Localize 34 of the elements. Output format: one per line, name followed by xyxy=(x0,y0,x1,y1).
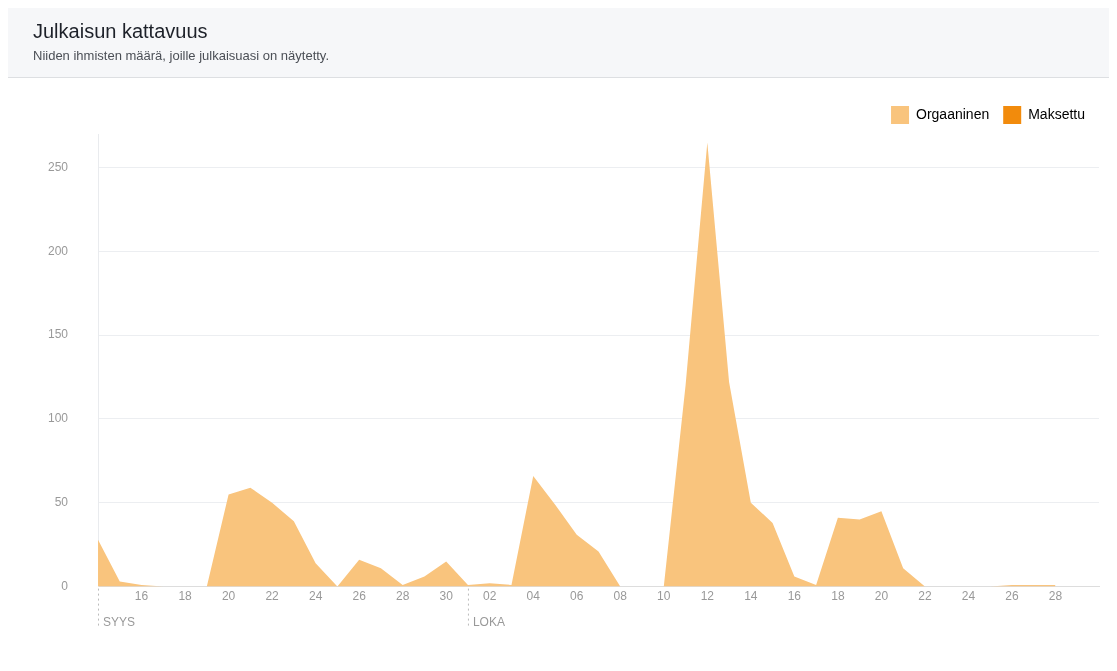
x-tick-label: 24 xyxy=(961,589,976,604)
x-tick-label: 18 xyxy=(178,589,193,604)
x-tick-label: 16 xyxy=(787,589,802,604)
x-tick-label: 18 xyxy=(831,589,845,604)
x-tick-label: 12 xyxy=(700,589,715,604)
x-tick-label: 06 xyxy=(570,589,584,604)
legend-label: Maksettu xyxy=(1028,105,1086,122)
x-tick-label: 08 xyxy=(613,589,628,604)
x-tick-label: 20 xyxy=(221,589,236,604)
y-tick-label: 150 xyxy=(47,327,69,342)
chart-title: Julkaisun kattavuus xyxy=(33,20,209,43)
x-tick-label: 26 xyxy=(352,589,367,604)
x-tick-label: 24 xyxy=(308,589,323,604)
y-tick-label: 100 xyxy=(47,411,69,426)
x-tick-label: 14 xyxy=(744,589,758,604)
x-tick-label: 16 xyxy=(134,589,149,604)
x-tick-label: 26 xyxy=(1005,589,1019,604)
x-tick-label: 22 xyxy=(918,589,932,604)
ref-line-label: LOKA xyxy=(472,614,505,629)
x-tick-label: 02 xyxy=(483,589,497,604)
x-tick-label: 04 xyxy=(526,589,541,604)
y-tick-label: 250 xyxy=(47,159,69,174)
x-tick-label: 28 xyxy=(395,589,410,604)
x-tick-label: 30 xyxy=(439,589,454,604)
x-tick-label: 20 xyxy=(874,589,889,604)
chart-subtitle: Niiden ihmisten määrä, joille julkaisuasi on näytetty. xyxy=(33,48,330,63)
y-tick-label: 200 xyxy=(47,243,69,258)
x-tick-label: 10 xyxy=(657,589,671,604)
x-tick-label: 22 xyxy=(265,589,280,604)
y-tick-label: 0 xyxy=(61,578,69,593)
x-tick-label: 28 xyxy=(1048,589,1063,604)
y-tick-label: 50 xyxy=(54,495,69,510)
ref-line-label: SYYS xyxy=(103,614,136,629)
legend-label: Orgaaninen xyxy=(916,105,990,122)
